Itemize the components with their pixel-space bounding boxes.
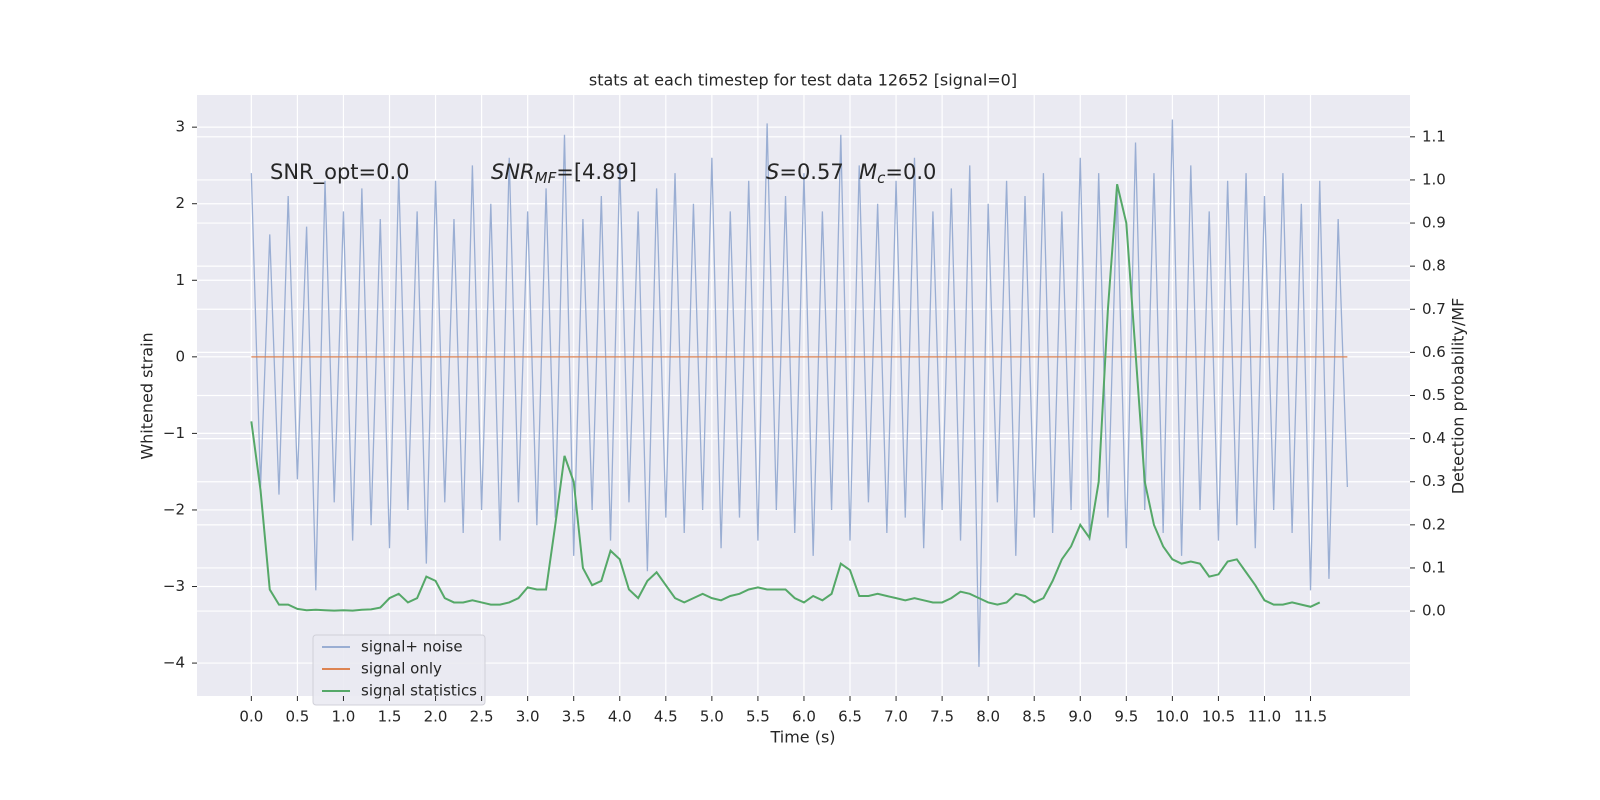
x-tick-label: 11.0 xyxy=(1248,708,1281,726)
x-tick-label: 4.5 xyxy=(654,708,678,726)
y-tick-label: 2 xyxy=(175,194,185,212)
y2-tick-label: 0.3 xyxy=(1422,472,1446,490)
y2-tick-label: 0.6 xyxy=(1422,343,1446,361)
series-line xyxy=(250,119,1349,667)
annotation: S=0.57 xyxy=(766,160,844,184)
y2-tick-label: 0.7 xyxy=(1422,300,1446,318)
y-tick-label: 1 xyxy=(175,271,185,289)
y2-tick-label: 0.0 xyxy=(1422,602,1446,620)
x-axis-label: Time (s) xyxy=(769,728,835,747)
x-tick-label: 10.5 xyxy=(1202,708,1235,726)
series-line xyxy=(250,184,1321,612)
y2-tick-label: 1.0 xyxy=(1422,170,1446,188)
x-tick-label: 3.5 xyxy=(562,708,586,726)
x-tick-label: 4.0 xyxy=(608,708,632,726)
x-tick-label: 1.0 xyxy=(332,708,356,726)
legend-label: signal only xyxy=(361,660,442,678)
y-tick-label: −4 xyxy=(163,654,185,672)
legend-label: signal statistics xyxy=(361,682,477,700)
y-tick-label: −3 xyxy=(163,577,185,595)
y2-tick-label: 0.4 xyxy=(1422,429,1446,447)
y-tick-label: 0 xyxy=(175,347,185,365)
annotation: Mc=0.0 xyxy=(859,160,936,187)
y2-tick-label: 0.8 xyxy=(1422,257,1446,275)
x-tick-label: 5.0 xyxy=(700,708,724,726)
y2-tick-label: 0.1 xyxy=(1422,558,1446,576)
x-tick-label: 6.0 xyxy=(792,708,816,726)
y-tick-label: 3 xyxy=(175,118,185,136)
x-tick-label: 2.5 xyxy=(470,708,494,726)
y2-tick-label: 1.1 xyxy=(1422,127,1446,145)
annotation: SNRMF=[4.89] xyxy=(491,160,637,187)
chart-title: stats at each timestep for test data 126… xyxy=(589,71,1017,90)
y2-tick-label: 0.2 xyxy=(1422,515,1446,533)
y2-tick-label: 0.5 xyxy=(1422,386,1446,404)
x-tick-label: 8.0 xyxy=(976,708,1000,726)
y2-axis-label: Detection probability/MF xyxy=(1449,298,1468,495)
x-tick-label: 7.5 xyxy=(930,708,954,726)
y-tick-label: −1 xyxy=(163,424,185,442)
legend-label: signal+ noise xyxy=(361,638,463,656)
x-tick-label: 1.5 xyxy=(378,708,402,726)
y-tick-label: −2 xyxy=(163,500,185,518)
x-tick-label: 9.0 xyxy=(1068,708,1092,726)
x-tick-label: 8.5 xyxy=(1022,708,1046,726)
x-tick-label: 3.0 xyxy=(516,708,540,726)
x-tick-label: 9.5 xyxy=(1114,708,1138,726)
annotation: SNR_opt=0.0 xyxy=(270,160,410,185)
x-tick-label: 0.5 xyxy=(285,708,309,726)
x-tick-label: 0.0 xyxy=(239,708,263,726)
x-tick-label: 5.5 xyxy=(746,708,770,726)
x-tick-label: 10.0 xyxy=(1156,708,1189,726)
x-tick-label: 7.0 xyxy=(884,708,908,726)
x-tick-label: 6.5 xyxy=(838,708,862,726)
x-tick-label: 11.5 xyxy=(1294,708,1327,726)
legend-box xyxy=(312,634,486,706)
y-axis-label: Whitened strain xyxy=(138,332,157,459)
y2-tick-label: 0.9 xyxy=(1422,214,1446,232)
x-tick-label: 2.0 xyxy=(424,708,448,726)
